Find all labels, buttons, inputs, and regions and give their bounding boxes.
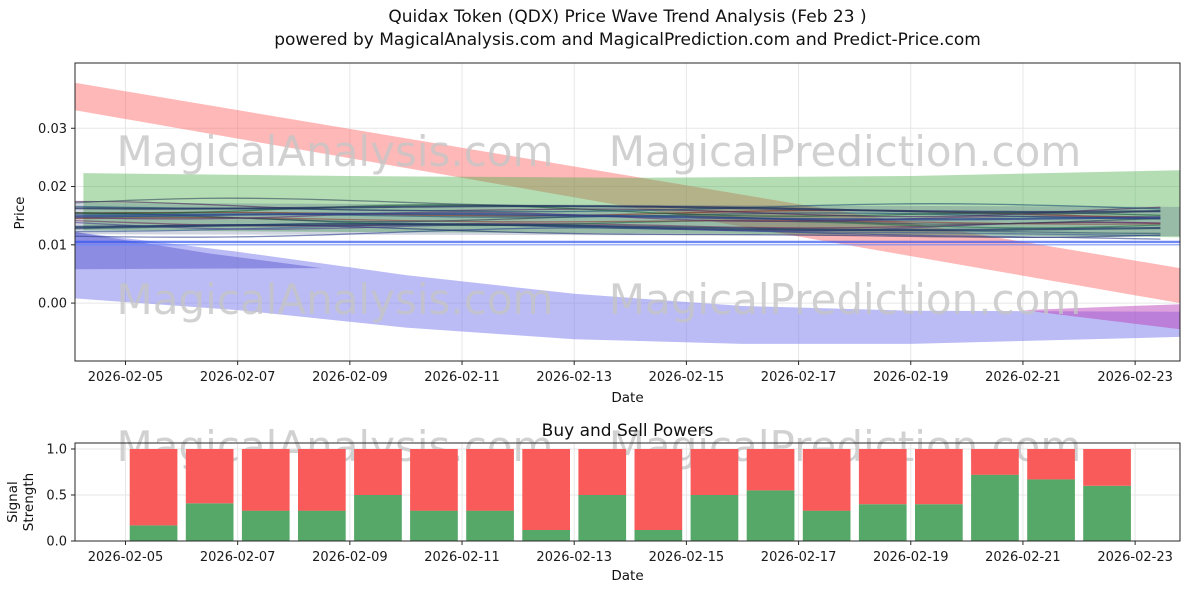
plot-border bbox=[74, 62, 1181, 362]
buy-bar bbox=[690, 495, 739, 541]
x-tick-label: 2026-02-19 bbox=[873, 370, 949, 385]
buy-bar bbox=[802, 510, 851, 541]
sell-bar bbox=[522, 449, 570, 530]
buy-bar bbox=[634, 530, 683, 541]
buy-bar bbox=[241, 510, 290, 541]
buy-sell-chart: MagicalAnalysis.com MagicalPrediction.com… bbox=[46, 422, 1181, 565]
y-tick-label: 0.0 bbox=[46, 535, 67, 550]
trend-line-heavy bbox=[74, 212, 1161, 221]
bearish-red-band bbox=[75, 82, 1180, 304]
buy-bar bbox=[858, 504, 907, 541]
sell-bar bbox=[971, 449, 1019, 475]
sell-bar bbox=[915, 449, 963, 505]
x-tick-label: 2026-02-07 bbox=[200, 370, 276, 385]
y-tick-label: 1.0 bbox=[46, 442, 67, 457]
y-tick-label: 0.00 bbox=[38, 297, 67, 312]
buy-bar bbox=[466, 510, 514, 541]
sell-bar bbox=[1027, 449, 1075, 480]
sell-bar bbox=[129, 449, 178, 526]
y-tick-label: 0.02 bbox=[38, 180, 67, 195]
x-tick-label: 2026-02-13 bbox=[536, 370, 612, 385]
sell-bar bbox=[634, 449, 683, 530]
watermark-text: MagicalPrediction.com bbox=[609, 275, 1082, 324]
x-tick-label: 2026-02-13 bbox=[536, 550, 612, 565]
bearish-blue-band bbox=[75, 232, 1180, 344]
x-tick-label: 2026-02-05 bbox=[88, 550, 164, 565]
chart-title: Quidax Token (QDX) Price Wave Trend Anal… bbox=[388, 7, 867, 27]
x-tick-label: 2026-02-23 bbox=[1097, 550, 1173, 565]
sell-bar bbox=[466, 449, 514, 511]
sell-bar bbox=[858, 449, 907, 505]
x-tick-label: 2026-02-05 bbox=[88, 370, 164, 385]
buy-bar bbox=[578, 495, 627, 541]
buy-bar bbox=[746, 490, 795, 541]
x-tick-label: 2026-02-07 bbox=[200, 550, 276, 565]
bottom-y-axis-label: Signal Strength bbox=[5, 472, 37, 532]
x-tick-label: 2026-02-19 bbox=[873, 550, 949, 565]
y-tick-label: 0.03 bbox=[38, 122, 67, 137]
bottom-x-axis-label: Date bbox=[611, 568, 644, 584]
sell-bar bbox=[690, 449, 739, 495]
x-tick-label: 2026-02-11 bbox=[424, 370, 500, 385]
sell-bar bbox=[241, 449, 290, 511]
x-tick-label: 2026-02-17 bbox=[761, 370, 837, 385]
trend-line-heavy bbox=[74, 223, 1161, 232]
sell-bar bbox=[298, 449, 346, 511]
plot-border bbox=[74, 442, 1181, 542]
top-y-axis-label: Price bbox=[12, 196, 28, 230]
x-tick-label: 2026-02-15 bbox=[649, 550, 725, 565]
sell-bar bbox=[410, 449, 458, 511]
trend-line bbox=[74, 200, 1161, 218]
x-tick-label: 2026-02-17 bbox=[761, 550, 837, 565]
buy-bar bbox=[915, 504, 963, 541]
x-tick-label: 2026-02-21 bbox=[985, 550, 1061, 565]
buy-bar bbox=[129, 525, 178, 541]
buy-bar bbox=[354, 495, 402, 541]
buy-bar bbox=[1083, 485, 1131, 541]
sell-bar bbox=[802, 449, 851, 511]
sell-bar bbox=[354, 449, 402, 495]
sell-bar bbox=[746, 449, 795, 491]
magenta-wedge bbox=[1022, 304, 1180, 330]
sell-bar bbox=[578, 449, 627, 495]
y-tick-label: 0.5 bbox=[46, 488, 67, 503]
x-tick-label: 2026-02-15 bbox=[649, 370, 725, 385]
watermark-text: MagicalPrediction.com bbox=[609, 127, 1082, 176]
watermark-text: MagicalAnalysis.com bbox=[117, 275, 554, 324]
chart-subtitle: powered by MagicalAnalysis.com and Magic… bbox=[274, 30, 981, 50]
y-tick-label: 0.01 bbox=[38, 238, 67, 253]
sell-bar bbox=[185, 449, 234, 504]
bottom-chart-title: Buy and Sell Powers bbox=[541, 421, 714, 441]
trend-line-heavy bbox=[74, 205, 1161, 213]
blue-wedge bbox=[75, 232, 322, 270]
x-tick-label: 2026-02-21 bbox=[985, 370, 1061, 385]
x-tick-label: 2026-02-09 bbox=[312, 550, 388, 565]
top-x-axis-label: Date bbox=[611, 390, 644, 406]
buy-bar bbox=[971, 474, 1019, 541]
buy-bar bbox=[185, 503, 234, 541]
x-tick-label: 2026-02-11 bbox=[424, 550, 500, 565]
x-tick-label: 2026-02-23 bbox=[1097, 370, 1173, 385]
price-chart: MagicalAnalysis.com MagicalPrediction.com… bbox=[38, 62, 1181, 385]
buy-bar bbox=[298, 510, 346, 541]
sell-bar bbox=[1083, 449, 1131, 486]
watermark-text: MagicalAnalysis.com bbox=[117, 127, 554, 176]
buy-bar bbox=[410, 510, 458, 541]
buy-bar bbox=[1027, 479, 1075, 541]
buy-bar bbox=[522, 530, 570, 541]
x-tick-label: 2026-02-09 bbox=[312, 370, 388, 385]
